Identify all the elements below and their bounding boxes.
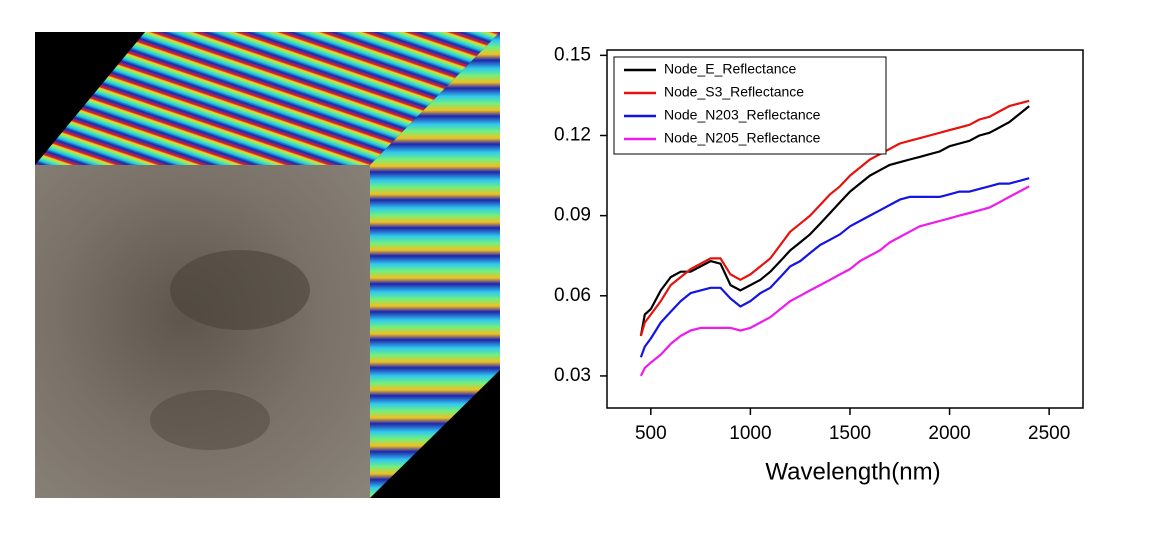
x-tick-label: 1000: [729, 423, 771, 444]
legend-label: Node_E_Reflectance: [664, 61, 797, 77]
x-axis-label: Wavelength(nm): [765, 458, 940, 485]
legend-label: Node_N205_Reflectance: [664, 130, 821, 146]
legend-label: Node_N203_Reflectance: [664, 107, 821, 123]
series-line: [639, 185, 1030, 377]
series-line: [639, 105, 1030, 337]
legend-box: [613, 56, 887, 155]
legend-label: Node_S3_Reflectance: [664, 84, 804, 100]
series-line: [639, 177, 1030, 358]
hyperspectral-cube: [35, 32, 500, 498]
plot-frame: [606, 49, 1084, 409]
x-tick-label: 2000: [928, 423, 970, 444]
rock-shadow: [170, 250, 310, 330]
y-tick-label: 0.03: [554, 365, 591, 386]
x-tick-label: 2500: [1028, 423, 1070, 444]
y-tick-label: 0.09: [554, 205, 591, 226]
y-tick-label: 0.06: [554, 285, 591, 306]
y-tick-label: 0.12: [554, 125, 591, 146]
y-tick-label: 0.15: [554, 44, 591, 65]
cube-top: [35, 32, 500, 165]
rock-shadow: [150, 390, 270, 450]
x-tick-label: 1500: [829, 423, 871, 444]
series-line: [639, 99, 1030, 337]
cube-side: [370, 32, 500, 498]
line-chart: 0.03 0.06 0.09 0.12 0.15 500 1000 1500 2000 2500 N…: [554, 44, 1084, 444]
x-tick-label: 500: [635, 423, 667, 444]
